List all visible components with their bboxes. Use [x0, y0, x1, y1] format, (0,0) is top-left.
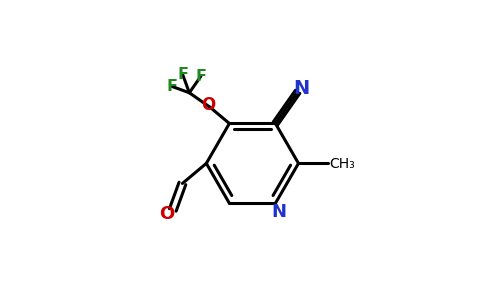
Text: CH₃: CH₃ [330, 157, 355, 171]
Text: F: F [166, 79, 178, 94]
Text: N: N [293, 80, 310, 98]
Text: O: O [201, 97, 216, 115]
Text: O: O [159, 205, 174, 223]
Text: F: F [177, 67, 188, 82]
Text: F: F [196, 69, 206, 84]
Text: N: N [272, 203, 287, 221]
